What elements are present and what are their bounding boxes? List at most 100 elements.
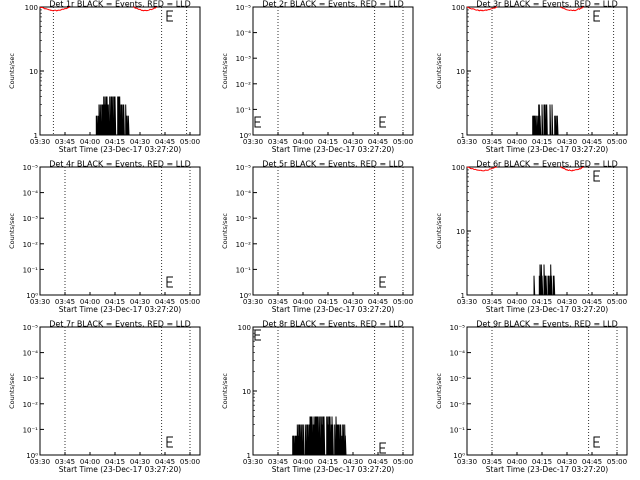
lld-series-line: [560, 6, 584, 12]
y-tick-label: 10⁻⁴: [23, 350, 39, 358]
x-tick-label: 04:30: [130, 298, 150, 306]
x-tick-label: 03:45: [55, 138, 75, 146]
x-tick-label: 04:15: [318, 298, 338, 306]
error-bar-marker: [254, 116, 261, 128]
y-tick-label: 10⁻⁵: [236, 4, 252, 12]
panel-title: Det 4r BLACK = Events, RED = LLD: [49, 160, 191, 169]
x-tick-label: 03:45: [268, 138, 288, 146]
y-tick-label: 10⁰: [239, 132, 251, 140]
y-tick-label: 10⁻⁵: [236, 164, 252, 172]
x-tick-label: 05:00: [607, 458, 627, 466]
y-tick-label: 100: [452, 164, 465, 172]
plot-frame: [252, 6, 414, 136]
panel-title: Det 5r BLACK = Events, RED = LLD: [262, 160, 404, 169]
x-tick-label: 04:30: [130, 458, 150, 466]
x-tick-label: 03:45: [268, 298, 288, 306]
events-series-line: [95, 96, 130, 136]
y-tick-label: 10⁻²: [23, 401, 39, 409]
x-tick-label: 04:45: [582, 298, 602, 306]
error-bar-marker: [379, 442, 386, 454]
detector-panel-6: Det 6r BLACK = Events, RED = LLD 1 10 100 03…: [435, 160, 628, 314]
x-tick-label: 03:30: [457, 298, 477, 306]
x-tick-label: 04:45: [155, 138, 175, 146]
x-tick-label: 03:30: [243, 138, 263, 146]
x-tick-label: 04:00: [293, 138, 313, 146]
x-tick-label: 03:30: [243, 298, 263, 306]
events-series-line: [291, 416, 350, 456]
x-axis-label: Start Time (23-Dec-17 03:27:20): [59, 145, 181, 154]
lld-series-line: [133, 6, 157, 12]
x-tick-label: 03:45: [482, 458, 502, 466]
detector-panel-1: Det 1r BLACK = Events, RED = LLD 1 10 100 03…: [8, 0, 201, 154]
error-bar-marker: [379, 116, 386, 128]
x-tick-label: 04:00: [293, 298, 313, 306]
plot-frame: [39, 166, 201, 296]
y-axis-label: Counts/sec: [435, 53, 443, 89]
error-bar-marker: [593, 436, 600, 448]
x-tick-label: 04:45: [368, 298, 388, 306]
y-tick-label: 1: [247, 452, 251, 460]
error-bar-marker: [166, 276, 173, 288]
y-tick-label: 10⁻¹: [236, 106, 252, 114]
y-tick-label: 10⁻³: [236, 55, 252, 63]
lld-series-line: [560, 166, 584, 172]
y-tick-label: 10⁻²: [236, 241, 252, 249]
x-tick-label: 05:00: [393, 458, 413, 466]
x-axis-label: Start Time (23-Dec-17 03:27:20): [272, 305, 394, 314]
x-axis-label: Start Time (23-Dec-17 03:27:20): [486, 145, 608, 154]
panel-title: Det 6r BLACK = Events, RED = LLD: [476, 160, 618, 169]
panel-title: Det 9r BLACK = Events, RED = LLD: [476, 320, 618, 329]
plot-frame: [39, 326, 201, 456]
y-tick-label: 10: [242, 388, 251, 396]
y-tick-label: 10⁰: [26, 452, 38, 460]
y-tick-label: 1: [461, 292, 465, 300]
x-tick-label: 04:15: [532, 458, 552, 466]
y-tick-label: 10⁻¹: [23, 426, 39, 434]
x-tick-label: 04:45: [582, 458, 602, 466]
error-bar-marker: [379, 276, 386, 288]
y-tick-label: 10: [29, 68, 38, 76]
y-tick-label: 10⁰: [453, 452, 465, 460]
x-tick-label: 03:30: [243, 458, 263, 466]
x-tick-label: 04:15: [532, 298, 552, 306]
y-axis-label: Counts/sec: [221, 53, 229, 89]
error-bar-marker: [166, 436, 173, 448]
detector-panel-9: Det 9r BLACK = Events, RED = LLD 10⁰ 10⁻¹ 1…: [435, 320, 628, 474]
y-tick-label: 10⁻²: [236, 81, 252, 89]
x-tick-label: 03:45: [482, 138, 502, 146]
x-tick-label: 03:30: [30, 298, 50, 306]
y-tick-label: 10⁻³: [450, 375, 466, 383]
y-tick-label: 10⁰: [239, 292, 251, 300]
detector-panel-7: Det 7r BLACK = Events, RED = LLD 10⁰ 10⁻¹ 1…: [8, 320, 201, 474]
x-tick-label: 05:00: [180, 298, 200, 306]
x-tick-label: 05:00: [393, 298, 413, 306]
x-tick-label: 04:30: [130, 138, 150, 146]
x-axis-label: Start Time (23-Dec-17 03:27:20): [486, 305, 608, 314]
y-axis-label: Counts/sec: [435, 373, 443, 409]
y-tick-label: 10⁰: [26, 292, 38, 300]
y-tick-label: 10⁻³: [23, 215, 39, 223]
x-tick-label: 03:45: [55, 298, 75, 306]
x-tick-label: 03:45: [268, 458, 288, 466]
x-tick-label: 03:45: [482, 298, 502, 306]
y-tick-label: 10⁻²: [23, 241, 39, 249]
x-tick-label: 05:00: [607, 138, 627, 146]
detector-panel-4: Det 4r BLACK = Events, RED = LLD 10⁰ 10⁻¹ 1…: [8, 160, 201, 314]
panel-title: Det 3r BLACK = Events, RED = LLD: [476, 0, 618, 9]
lld-series-line: [39, 6, 71, 12]
x-axis-label: Start Time (23-Dec-17 03:27:20): [272, 465, 394, 474]
x-tick-label: 04:45: [155, 298, 175, 306]
detector-panel-8: Det 8r BLACK = Events, RED = LLD 1 10 100 03…: [221, 320, 414, 474]
x-tick-label: 04:45: [582, 138, 602, 146]
x-tick-label: 03:30: [457, 138, 477, 146]
y-axis-label: Counts/sec: [8, 213, 16, 249]
detector-panel-3: Det 3r BLACK = Events, RED = LLD 1 10 100 03…: [435, 0, 628, 154]
x-tick-label: 04:30: [343, 458, 363, 466]
y-tick-label: 10: [456, 228, 465, 236]
y-tick-label: 10⁻⁴: [236, 30, 252, 38]
error-bar-marker: [254, 329, 261, 341]
panel-title: Det 2r BLACK = Events, RED = LLD: [262, 0, 404, 9]
detector-panel-5: Det 5r BLACK = Events, RED = LLD 10⁰ 10⁻¹ 1…: [221, 160, 414, 314]
x-tick-label: 04:45: [368, 458, 388, 466]
